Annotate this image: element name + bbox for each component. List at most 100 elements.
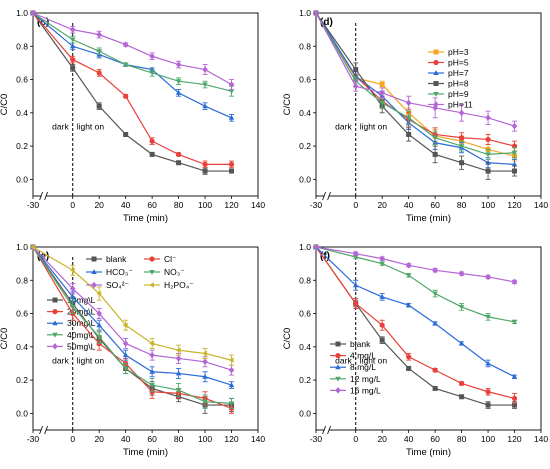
y-tick-label: 0.6 (16, 309, 28, 319)
y-tick-label: 1.0 (16, 242, 28, 252)
data-point (352, 282, 359, 288)
data-point (149, 383, 155, 388)
legend-marker (149, 270, 155, 275)
data-point (176, 160, 182, 166)
panel-label: (c) (37, 17, 49, 28)
data-point (405, 302, 412, 308)
legend-label: pH=9 (448, 89, 469, 99)
y-tick-label: 1.0 (299, 8, 311, 18)
annotation-light-on: light on (77, 121, 105, 131)
series-line (32, 12, 232, 92)
data-point (313, 9, 319, 17)
data-point (123, 131, 129, 137)
data-point (228, 161, 235, 167)
data-point (458, 340, 465, 346)
data-point (511, 319, 518, 325)
data-point (96, 322, 102, 328)
data-point (485, 314, 491, 320)
y-tick-label: 0.0 (299, 408, 311, 418)
legend-marker (433, 59, 439, 66)
legend-marker (91, 269, 97, 274)
legend-label: SO₄²⁻ (106, 280, 130, 290)
legend-marker (52, 309, 58, 315)
data-point (313, 243, 319, 251)
data-point (352, 250, 359, 257)
series-line (315, 246, 515, 283)
annotation-light-on: light on (360, 355, 388, 365)
data-point (96, 103, 102, 109)
y-tick-label: 0.8 (299, 275, 311, 285)
data-point (149, 368, 155, 374)
y-tick-label: 0.2 (16, 141, 28, 151)
data-point (69, 304, 76, 310)
series-line (315, 246, 515, 378)
chart-panel-3: -30 0 20 40 60 80 100 120 140 0.0 0.2 0.4 0.6 0.8 1.0 d… (282, 242, 548, 458)
data-point (511, 395, 518, 401)
legend-label: NO₃⁻ (164, 267, 185, 277)
series-line (32, 12, 232, 86)
data-point (379, 261, 385, 267)
x-tick-label: 40 (121, 434, 131, 444)
y-axis-label: C/C0 (282, 328, 293, 350)
legend-marker (335, 376, 341, 382)
axis-break-mark (322, 191, 326, 201)
x-tick-label: 60 (147, 200, 157, 210)
data-point (228, 401, 235, 407)
data-point (406, 131, 412, 137)
y-tick-label: 0.0 (16, 174, 28, 184)
data-point (122, 340, 129, 347)
x-tick-label: 100 (198, 434, 212, 444)
x-tick-label: 40 (404, 434, 414, 444)
data-point (379, 322, 385, 328)
series-line (32, 246, 232, 409)
legend-label: pH=7 (448, 68, 469, 78)
legend-marker (433, 81, 439, 86)
plot-frame (315, 12, 542, 197)
data-point (485, 402, 491, 408)
data-point (175, 347, 181, 353)
data-point (458, 135, 465, 141)
legend-label: blank (106, 254, 127, 264)
legend-marker (335, 387, 341, 394)
data-point (149, 70, 155, 76)
data-point (96, 310, 102, 317)
chart-panel-1: -30 0 20 40 60 80 100 120 140 0.0 0.2 0.4 0.6 0.8 1.0 d… (282, 8, 548, 224)
data-point (432, 385, 438, 391)
y-tick-label: 0.6 (299, 75, 311, 85)
series-line (32, 12, 232, 119)
data-point (175, 89, 182, 95)
series-line (315, 12, 515, 157)
series-line (32, 246, 232, 371)
legend-marker (433, 92, 439, 97)
data-point (352, 82, 359, 90)
data-point (149, 151, 155, 157)
data-point (96, 70, 102, 76)
series-line (32, 246, 232, 386)
axis-break-mark (39, 425, 43, 435)
legend-marker (52, 297, 58, 303)
data-point (69, 37, 76, 43)
x-tick-label: 140 (534, 434, 548, 444)
y-tick-label: 0.4 (299, 342, 311, 352)
data-point (405, 115, 412, 121)
x-tick-label: 20 (94, 200, 104, 210)
x-tick-label: 140 (251, 200, 265, 210)
series-line (315, 12, 515, 156)
x-tick-label: -30 (310, 200, 323, 210)
x-axis-label: Time (min) (406, 213, 451, 224)
data-point (406, 354, 412, 360)
data-point (122, 352, 129, 358)
legend-label: H₂PO₄⁻ (164, 280, 194, 290)
x-tick-label: 80 (457, 434, 467, 444)
legend-label: 16 mg/L (350, 385, 381, 395)
data-point (485, 273, 491, 281)
data-point (459, 394, 465, 400)
series-line (315, 12, 515, 127)
y-tick-label: 1.0 (16, 8, 28, 18)
legend-label: 20mg\L (67, 307, 96, 317)
annotation-dark: dark (52, 121, 69, 131)
data-point (96, 49, 102, 55)
annotation-dark: dark (335, 121, 352, 131)
data-point (458, 380, 465, 387)
